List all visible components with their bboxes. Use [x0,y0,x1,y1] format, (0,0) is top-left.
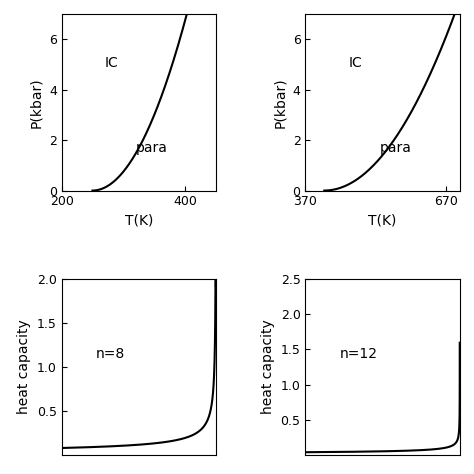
Y-axis label: P(kbar): P(kbar) [29,77,43,128]
Text: n=12: n=12 [339,347,377,361]
Text: IC: IC [105,56,118,70]
Text: n=8: n=8 [96,347,125,361]
Text: IC: IC [349,56,363,70]
Text: para: para [380,141,411,155]
Y-axis label: P(kbar): P(kbar) [273,77,287,128]
Y-axis label: heat capacity: heat capacity [17,319,31,414]
X-axis label: T(K): T(K) [368,214,397,228]
Y-axis label: heat capacity: heat capacity [261,319,275,414]
Text: para: para [136,141,168,155]
X-axis label: T(K): T(K) [125,214,153,228]
